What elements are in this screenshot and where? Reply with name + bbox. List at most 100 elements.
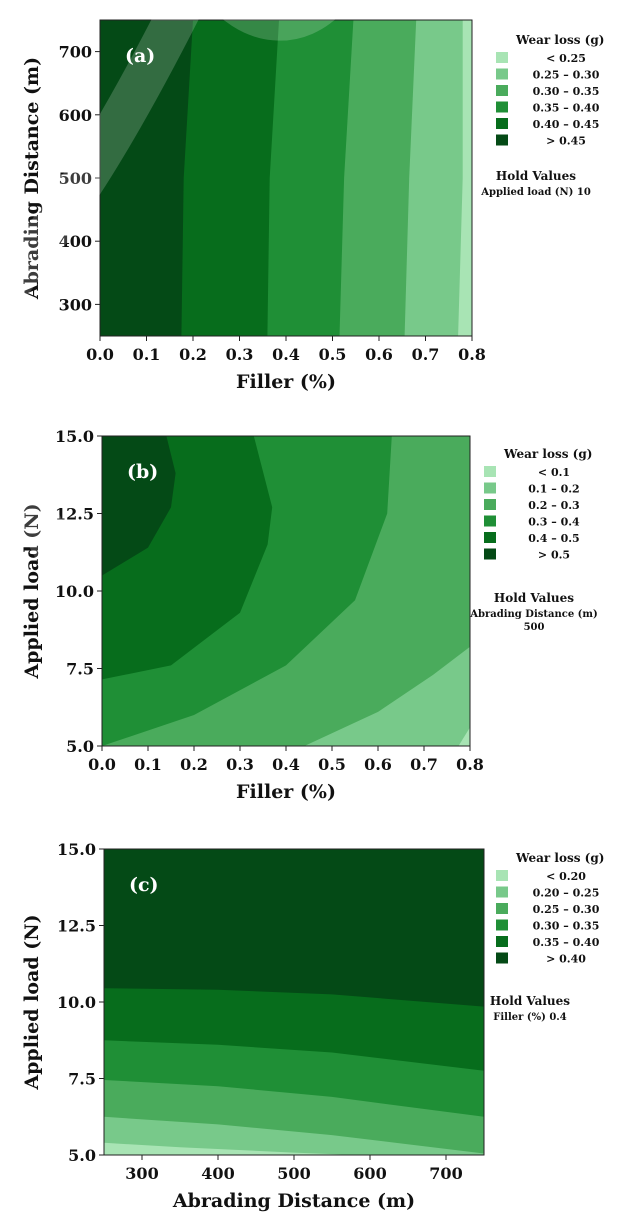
y-tick-label: 700	[59, 43, 92, 62]
legend-swatch	[496, 118, 508, 129]
legend-swatch	[496, 85, 508, 96]
legend-swatch	[496, 101, 508, 113]
x-tick-label: 0.2	[179, 345, 207, 364]
legend-label: > 0.5	[538, 549, 570, 562]
y-axis-title: Applied load (N)	[21, 914, 43, 1090]
y-tick-label: 10.0	[55, 582, 94, 601]
x-tick-label: 0.2	[180, 755, 208, 774]
y-tick-label: 600	[59, 106, 92, 125]
legend-label: 0.35 – 0.40	[533, 936, 600, 949]
watermark-stroke	[0, 0, 209, 328]
legend-label: 0.30 – 0.35	[533, 920, 600, 933]
legend-label: 0.25 – 0.30	[533, 69, 600, 82]
hold-values-title: Hold Values	[490, 994, 570, 1008]
x-tick-label: 700	[429, 1164, 462, 1183]
legend-label: < 0.25	[546, 52, 586, 65]
y-tick-label: 400	[59, 232, 92, 251]
y-tick-label: 15.0	[57, 840, 96, 859]
legend-label: < 0.20	[546, 870, 586, 883]
x-tick-label: 0.0	[86, 345, 114, 364]
y-axis-title: Abrading Distance (m)	[21, 57, 43, 300]
legend-label: 0.2 – 0.3	[528, 499, 579, 512]
x-tick-label: 0.7	[410, 755, 438, 774]
legend-swatch	[496, 68, 508, 80]
legend-label: 0.4 – 0.5	[528, 532, 579, 545]
legend-swatch	[484, 499, 496, 510]
legend: Wear loss (g) < 0.25 0.25 – 0.30 0.30 – 0.3…	[496, 33, 604, 148]
y-tick-label: 10.0	[57, 993, 96, 1012]
hold-values-title: Hold Values	[494, 591, 574, 605]
legend-swatch	[496, 903, 508, 914]
y-tick-label: 300	[59, 295, 92, 314]
y-axis-title: Applied load (N)	[21, 503, 43, 679]
x-tick-label: 500	[277, 1164, 310, 1183]
contour-band-0	[104, 1142, 484, 1155]
legend-title: Wear loss (g)	[515, 33, 604, 47]
contour-band-0	[458, 727, 470, 746]
x-tick-label: 0.4	[272, 755, 300, 774]
x-tick-label: 0.8	[456, 755, 484, 774]
legend-swatch	[496, 919, 508, 931]
legend-swatch	[484, 482, 496, 494]
watermark	[0, 0, 346, 570]
x-tick-label: 0.4	[272, 345, 300, 364]
legend-swatch	[496, 52, 508, 63]
hold-values: Hold Values Applied load (N) 10	[480, 169, 591, 198]
hold-values: Hold Values Filler (%) 0.4	[490, 994, 570, 1023]
contour-band-1	[304, 646, 470, 746]
y-tick-label: 7.5	[68, 1070, 96, 1089]
x-tick-label: 0.3	[226, 755, 254, 774]
hold-value-line: Filler (%) 0.4	[493, 1012, 566, 1023]
legend-swatch	[484, 548, 496, 560]
panel-label: (c)	[129, 874, 159, 896]
hold-values-title: Hold Values	[496, 169, 576, 183]
hold-values: Hold Values Abrading Distance (m) 500	[469, 591, 597, 633]
watermark-stroke	[0, 430, 79, 570]
y-tick-label: 5.0	[66, 737, 94, 756]
legend-label: 0.1 – 0.2	[528, 483, 579, 496]
x-tick-label: 400	[201, 1164, 234, 1183]
legend-swatch	[484, 466, 496, 477]
panel-label: (b)	[127, 461, 158, 483]
legend-label: 0.3 – 0.4	[528, 516, 580, 529]
y-tick-label: 5.0	[68, 1146, 96, 1165]
legend-swatch	[484, 515, 496, 527]
legend: Wear loss (g) < 0.20 0.20 – 0.25 0.25 – 0.3…	[496, 851, 604, 966]
contour-band-0	[458, 20, 472, 336]
x-tick-label: 300	[125, 1164, 158, 1183]
panel-label: (a)	[125, 45, 155, 67]
legend-label: > 0.40	[546, 953, 586, 966]
x-axis-title: Filler (%)	[236, 371, 336, 393]
panel-3: (c) 300 400 500 600 700 5.0 7.5 10.0 12.5 15.0 Abra…	[21, 840, 604, 1212]
legend-label: < 0.1	[538, 466, 570, 479]
watermark-stroke	[203, 0, 346, 41]
legend-swatch	[496, 886, 508, 898]
x-tick-label: 0.7	[412, 345, 440, 364]
x-tick-label: 600	[353, 1164, 386, 1183]
y-tick-label: 12.5	[55, 505, 94, 524]
x-tick-label: 0.3	[226, 345, 254, 364]
contour-band-2	[102, 436, 470, 746]
hold-value-line: Abrading Distance (m)	[469, 609, 597, 620]
legend-title: Wear loss (g)	[515, 851, 604, 865]
y-tick-label: 7.5	[66, 660, 94, 679]
x-axis-title: Filler (%)	[236, 781, 336, 803]
legend-label: 0.40 – 0.45	[533, 118, 600, 131]
panel-2: (b) 0.0 0.1 0.2 0.3 0.4 0.5 0.6 0.7 0.8 5.0 7.5 10.0…	[21, 427, 598, 803]
x-tick-label: 0.6	[364, 755, 392, 774]
x-tick-label: 0.6	[365, 345, 393, 364]
x-tick-label: 0.1	[134, 755, 162, 774]
x-tick-label: 0.5	[319, 345, 347, 364]
legend-swatch	[484, 532, 496, 543]
x-tick-label: 0.8	[458, 345, 486, 364]
contour-band-1	[404, 20, 472, 336]
legend-label: 0.25 – 0.30	[533, 903, 600, 916]
y-tick-label: 500	[59, 169, 92, 188]
legend-swatch	[496, 952, 508, 964]
legend-label: > 0.45	[546, 135, 586, 148]
y-tick-label: 12.5	[57, 917, 96, 936]
legend-swatch	[496, 870, 508, 881]
legend: Wear loss (g) < 0.1 0.1 – 0.2 0.2 – 0.3 0.3 …	[484, 447, 592, 562]
x-tick-label: 0.0	[88, 755, 116, 774]
